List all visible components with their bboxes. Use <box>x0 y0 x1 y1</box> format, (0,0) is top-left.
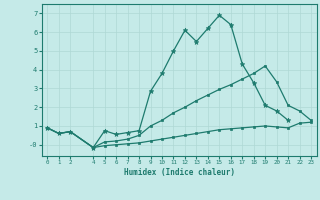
X-axis label: Humidex (Indice chaleur): Humidex (Indice chaleur) <box>124 168 235 177</box>
